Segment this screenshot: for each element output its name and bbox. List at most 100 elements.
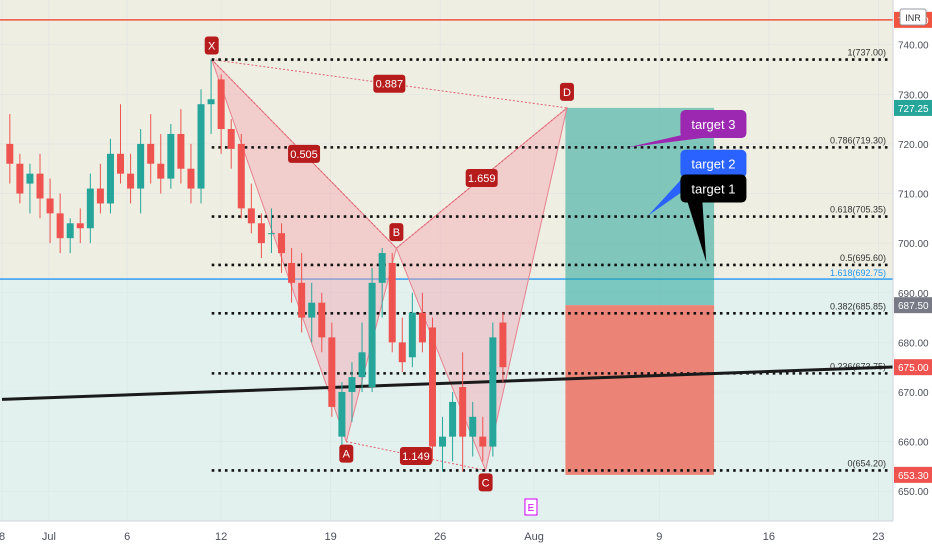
currency-badge-box <box>899 8 927 26</box>
candle-body <box>16 163 24 194</box>
candle-body <box>479 436 487 447</box>
candle-body <box>298 282 306 318</box>
price-tag-box <box>894 99 932 116</box>
candle <box>217 74 225 154</box>
candle <box>56 193 64 254</box>
candle <box>237 133 245 219</box>
candle <box>6 114 14 184</box>
candle-body <box>338 391 346 437</box>
candle-body <box>157 163 165 179</box>
price-tag-label: 687.50 <box>898 301 929 312</box>
candle <box>36 153 44 219</box>
ratio-value: 0.887 <box>376 79 404 91</box>
price-tag-label: 675.00 <box>898 363 929 374</box>
candle <box>16 153 24 204</box>
candle-body <box>106 153 114 204</box>
candle <box>308 282 316 343</box>
y-tick-label: 650.00 <box>898 487 929 498</box>
ratio-label: 1.149 <box>399 446 432 465</box>
price-tag: 653.30 <box>894 466 932 483</box>
candle-body <box>86 188 94 229</box>
candle-body <box>499 322 507 368</box>
candle <box>177 109 185 184</box>
ratio-badge <box>465 169 498 188</box>
callout-box <box>680 174 747 203</box>
x-tick-label: 19 <box>325 531 337 543</box>
ratio-label: 0.887 <box>373 74 406 93</box>
candle <box>288 248 296 303</box>
candle-body <box>6 143 14 164</box>
candle-body <box>368 282 376 388</box>
candle <box>459 352 467 472</box>
candle-body <box>469 416 477 437</box>
candle <box>247 183 255 234</box>
candle <box>418 292 426 353</box>
pattern-point-badge <box>204 36 219 55</box>
candle <box>76 208 84 244</box>
fib-level-label: 0(654.20) <box>847 458 886 468</box>
price-tag-box <box>894 359 932 376</box>
candle-body <box>257 223 265 244</box>
pattern-point-badge <box>559 82 574 101</box>
pattern-point-badge <box>478 473 493 492</box>
callout-pointer <box>686 198 707 262</box>
candle-body <box>398 342 406 363</box>
y-tick-label: 700.00 <box>898 239 929 250</box>
ratio-label: 0.505 <box>288 144 321 163</box>
candle <box>46 178 54 244</box>
candle <box>479 416 487 462</box>
candle-body <box>408 312 416 358</box>
callout-box <box>680 149 747 178</box>
callout-label: target 3 <box>691 117 735 132</box>
candle <box>227 119 235 169</box>
candle <box>428 317 436 462</box>
e-marker: E <box>524 498 538 516</box>
trend-line <box>1 364 932 401</box>
candle-body <box>56 213 64 239</box>
candle <box>207 59 215 134</box>
candle-body <box>237 143 245 209</box>
candle <box>298 253 306 333</box>
x-tick-label: 23 <box>872 531 884 543</box>
price-tag: 727.25 <box>894 99 932 116</box>
candle-body <box>26 173 34 184</box>
candle-body <box>137 143 145 189</box>
price-tag-label: 653.30 <box>898 471 929 482</box>
time-axis-background <box>0 521 932 550</box>
candle <box>439 416 447 472</box>
candle <box>117 104 125 184</box>
price-tag: 675.00 <box>894 359 932 376</box>
candle-body <box>278 233 286 254</box>
price-tag: 687.50 <box>894 297 932 314</box>
candle-body <box>489 337 497 447</box>
x-tick-label: 12 <box>215 531 227 543</box>
price-tag-label: 727.25 <box>898 104 929 115</box>
candle <box>489 322 497 457</box>
pattern-point-d: D <box>559 82 574 101</box>
candle <box>66 218 74 254</box>
fib-level-label: 0.618(705.35) <box>830 205 886 215</box>
candle-body <box>36 173 44 199</box>
candle-body <box>378 253 386 283</box>
y-tick-label: 720.00 <box>898 140 929 151</box>
candle <box>137 129 145 214</box>
callout-1: target 1 <box>680 174 747 262</box>
candle-body <box>46 198 54 214</box>
candle-body <box>167 133 175 179</box>
candle-body <box>217 79 225 130</box>
price-axis-background <box>893 0 932 550</box>
candle-body <box>127 173 135 189</box>
candle <box>278 223 286 273</box>
candle <box>328 322 336 417</box>
candle-body <box>177 133 185 169</box>
y-tick-label: 680.00 <box>898 338 929 349</box>
y-tick-label: 730.00 <box>898 90 929 101</box>
ratio-value: 0.505 <box>290 149 318 161</box>
x-tick-label: 26 <box>434 531 446 543</box>
candle <box>449 391 457 462</box>
candle <box>398 317 406 373</box>
candle-body <box>318 302 326 338</box>
y-tick-label: 670.00 <box>898 388 929 399</box>
